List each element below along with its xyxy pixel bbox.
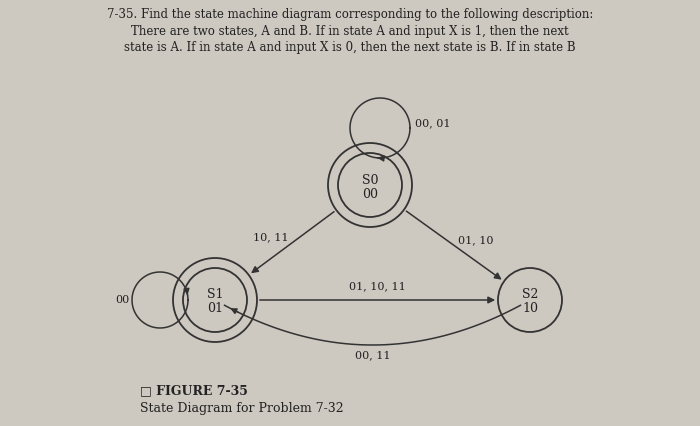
Text: state is A. If in state A and input X is 0, then the next state is B. If in stat: state is A. If in state A and input X is… xyxy=(124,41,576,54)
Text: 01: 01 xyxy=(207,302,223,316)
Text: S2: S2 xyxy=(522,288,538,302)
Text: 00: 00 xyxy=(116,295,130,305)
Text: 10, 11: 10, 11 xyxy=(253,233,288,242)
Text: 01, 10, 11: 01, 10, 11 xyxy=(349,281,406,291)
Text: 7-35. Find the state machine diagram corresponding to the following description:: 7-35. Find the state machine diagram cor… xyxy=(107,8,593,21)
Text: State Diagram for Problem 7-32: State Diagram for Problem 7-32 xyxy=(140,402,344,415)
Text: 10: 10 xyxy=(522,302,538,316)
Text: 01, 10: 01, 10 xyxy=(458,236,493,245)
Text: 00, 01: 00, 01 xyxy=(415,118,451,128)
Text: □ FIGURE 7-35: □ FIGURE 7-35 xyxy=(140,384,248,397)
Text: 00, 11: 00, 11 xyxy=(355,350,391,360)
Text: 00: 00 xyxy=(362,187,378,201)
Text: S0: S0 xyxy=(362,173,378,187)
Text: S1: S1 xyxy=(206,288,223,302)
Text: There are two states, A and B. If in state A and input X is 1, then the next: There are two states, A and B. If in sta… xyxy=(131,25,569,38)
